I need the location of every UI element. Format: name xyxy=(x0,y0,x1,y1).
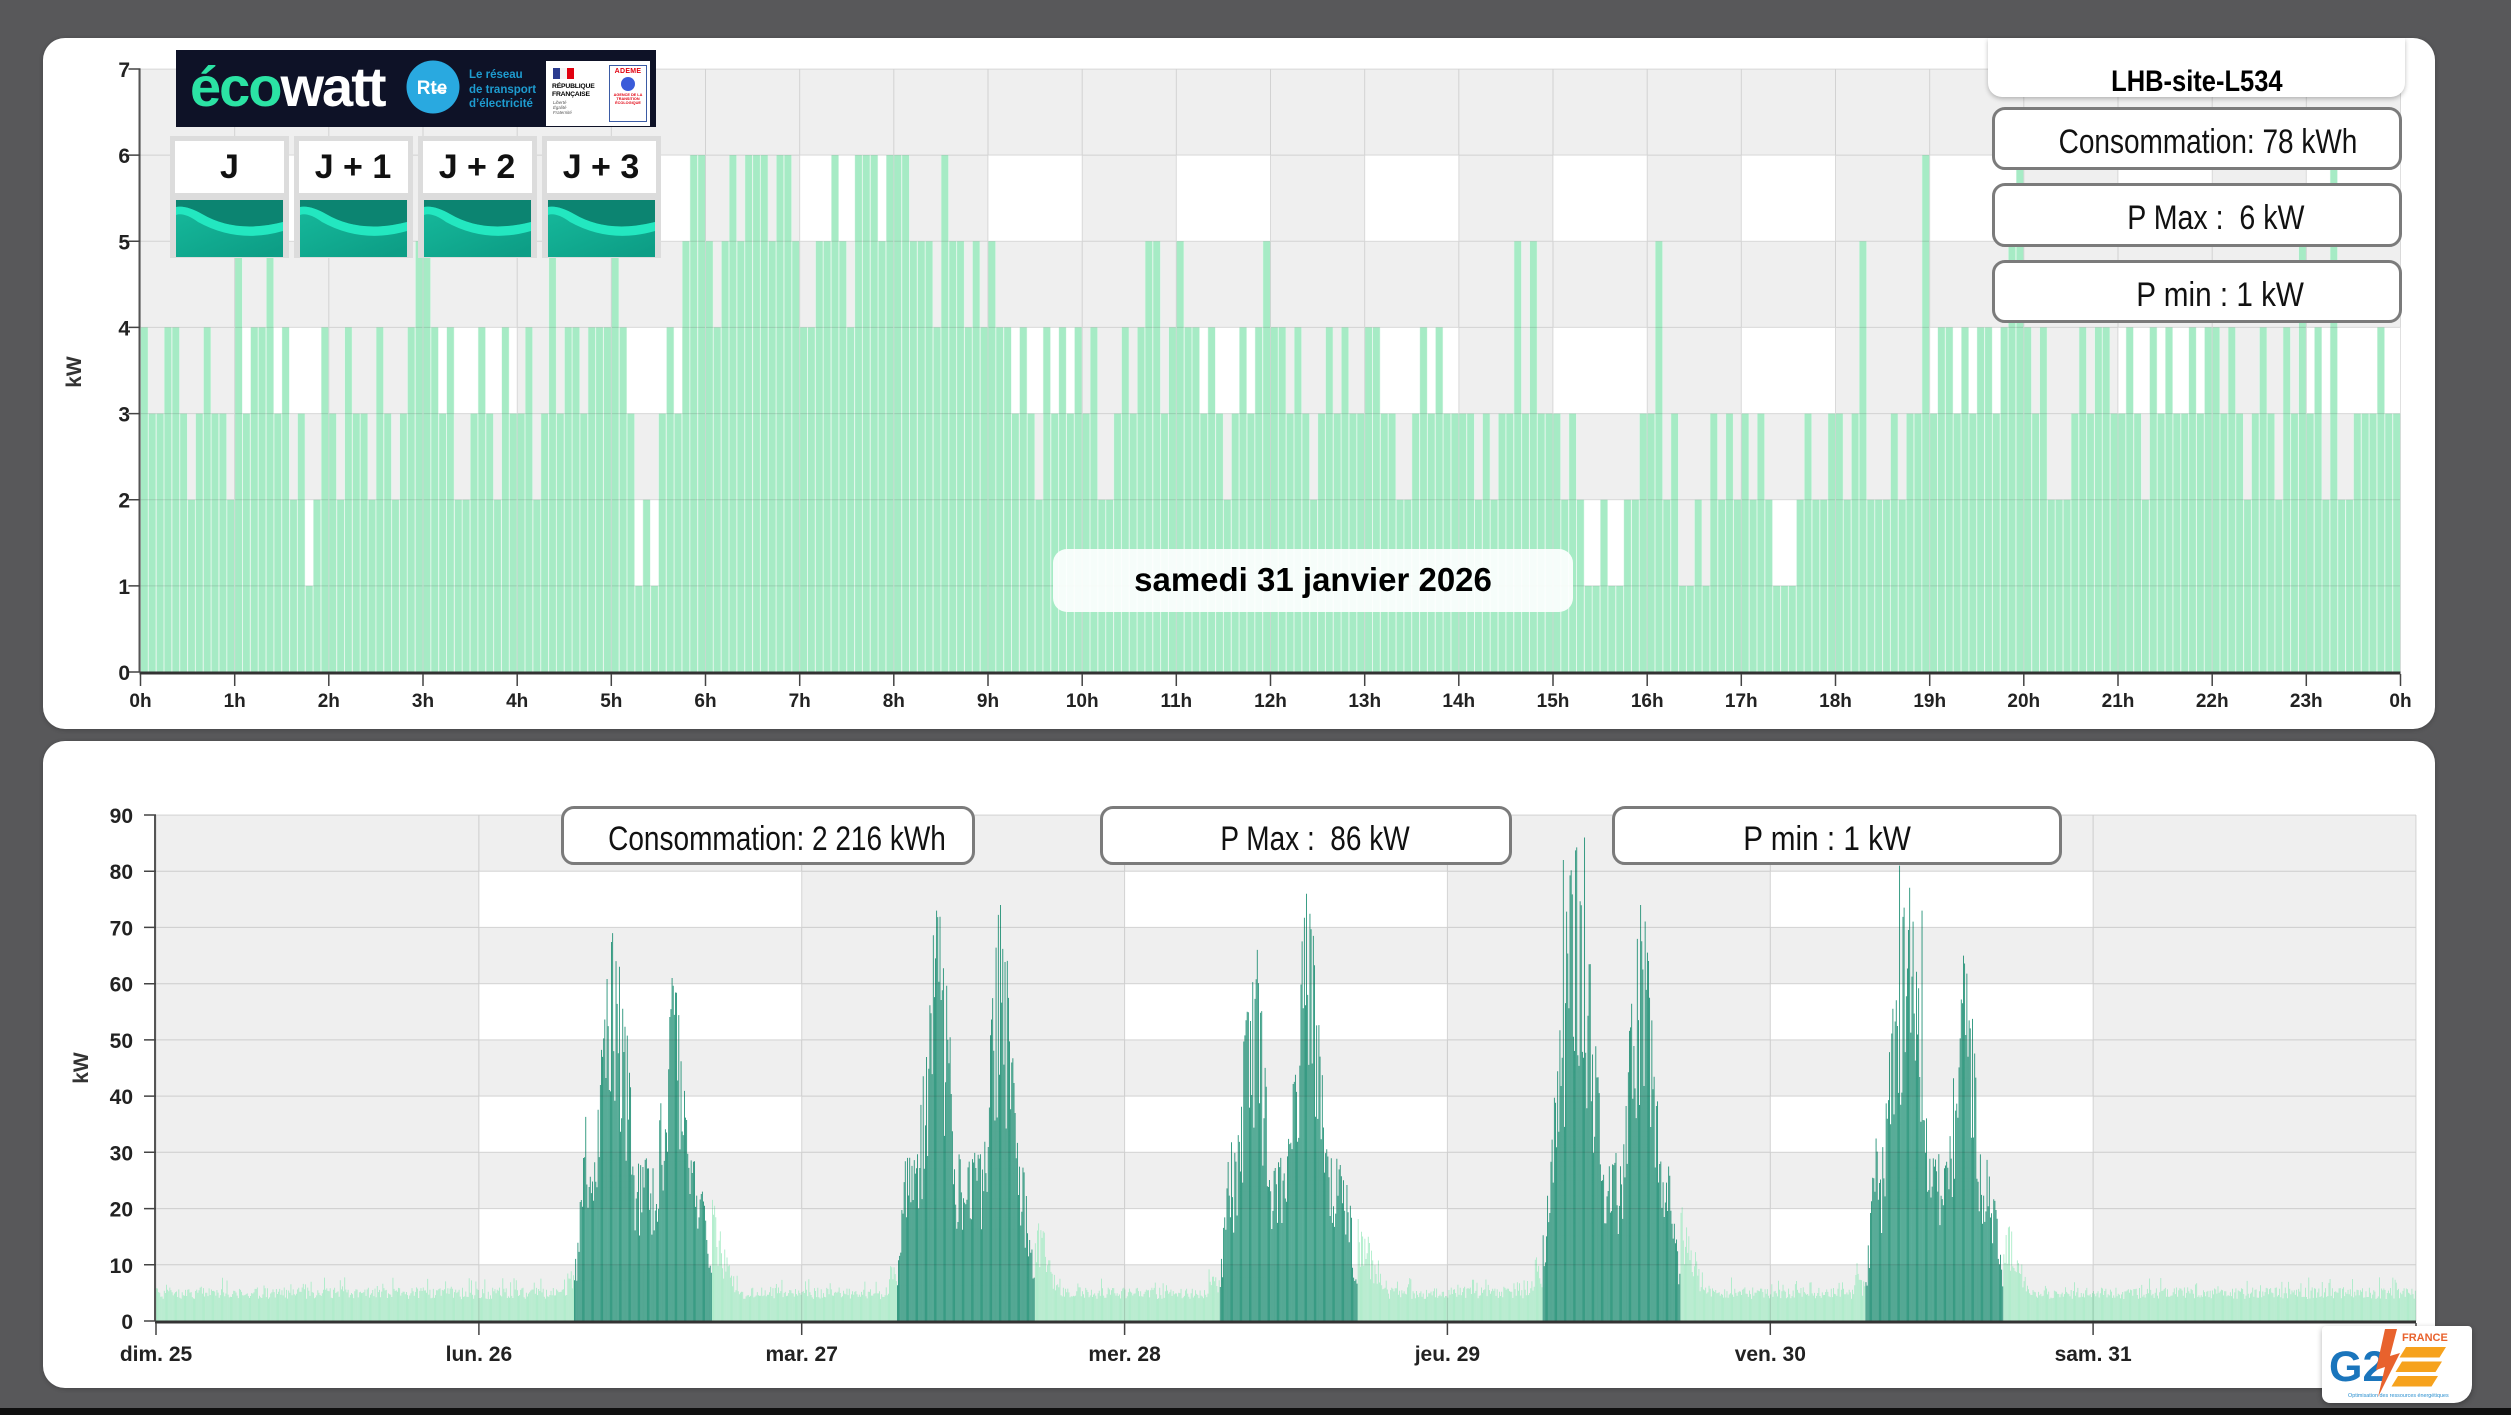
svg-text:15h: 15h xyxy=(1537,691,1570,712)
svg-text:6: 6 xyxy=(118,145,130,168)
svg-text:8h: 8h xyxy=(883,691,905,712)
svg-text:1h: 1h xyxy=(224,691,246,712)
svg-text:3h: 3h xyxy=(412,691,434,712)
svg-text:mer. 28: mer. 28 xyxy=(1088,1343,1161,1366)
svg-text:23h: 23h xyxy=(2290,691,2323,712)
svg-text:FRANCE: FRANCE xyxy=(2402,1332,2448,1344)
svg-text:dim. 25: dim. 25 xyxy=(120,1343,193,1366)
svg-text:14h: 14h xyxy=(1442,691,1475,712)
svg-text:lun. 26: lun. 26 xyxy=(446,1343,513,1366)
svg-text:16h: 16h xyxy=(1631,691,1664,712)
svg-text:10: 10 xyxy=(110,1255,133,1278)
svg-text:70: 70 xyxy=(110,917,133,940)
svg-text:3: 3 xyxy=(118,404,130,427)
svg-text:2: 2 xyxy=(118,490,130,513)
svg-text:0h: 0h xyxy=(2389,691,2411,712)
svg-text:18h: 18h xyxy=(1819,691,1852,712)
svg-text:12h: 12h xyxy=(1254,691,1287,712)
svg-text:22h: 22h xyxy=(2196,691,2229,712)
svg-text:ven. 30: ven. 30 xyxy=(1735,1343,1806,1366)
svg-text:6h: 6h xyxy=(694,691,716,712)
svg-text:2h: 2h xyxy=(318,691,340,712)
svg-text:40: 40 xyxy=(110,1086,133,1109)
svg-text:jeu. 29: jeu. 29 xyxy=(1414,1343,1480,1366)
svg-text:mar. 27: mar. 27 xyxy=(765,1343,837,1366)
svg-text:50: 50 xyxy=(110,1030,133,1053)
svg-text:0h: 0h xyxy=(129,691,151,712)
svg-text:0: 0 xyxy=(118,662,130,685)
svg-text:10h: 10h xyxy=(1066,691,1099,712)
svg-text:kW: kW xyxy=(70,1052,93,1084)
svg-text:11h: 11h xyxy=(1160,691,1192,712)
svg-text:60: 60 xyxy=(110,974,133,997)
svg-text:4: 4 xyxy=(118,317,130,340)
svg-text:Rte: Rte xyxy=(417,78,448,99)
svg-text:4h: 4h xyxy=(506,691,528,712)
svg-text:sam. 31: sam. 31 xyxy=(2055,1343,2132,1366)
svg-text:5h: 5h xyxy=(600,691,622,712)
svg-text:30: 30 xyxy=(110,1142,133,1165)
svg-text:9h: 9h xyxy=(977,691,999,712)
svg-text:90: 90 xyxy=(110,805,133,828)
svg-text:21h: 21h xyxy=(2102,691,2135,712)
svg-text:20: 20 xyxy=(110,1199,133,1222)
svg-text:0: 0 xyxy=(121,1311,133,1334)
svg-text:20h: 20h xyxy=(2007,691,2040,712)
svg-text:7: 7 xyxy=(118,59,130,82)
svg-text:17h: 17h xyxy=(1725,691,1758,712)
svg-text:5: 5 xyxy=(118,231,130,254)
svg-text:13h: 13h xyxy=(1348,691,1381,712)
svg-text:7h: 7h xyxy=(789,691,811,712)
svg-text:Optimisation des ressources én: Optimisation des ressources énergétiques xyxy=(2348,1393,2449,1399)
svg-text:1: 1 xyxy=(118,576,130,599)
svg-text:80: 80 xyxy=(110,861,133,884)
svg-text:kW: kW xyxy=(63,356,86,388)
svg-text:19h: 19h xyxy=(1913,691,1946,712)
